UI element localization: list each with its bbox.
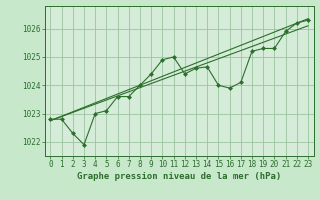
X-axis label: Graphe pression niveau de la mer (hPa): Graphe pression niveau de la mer (hPa) [77,172,281,181]
